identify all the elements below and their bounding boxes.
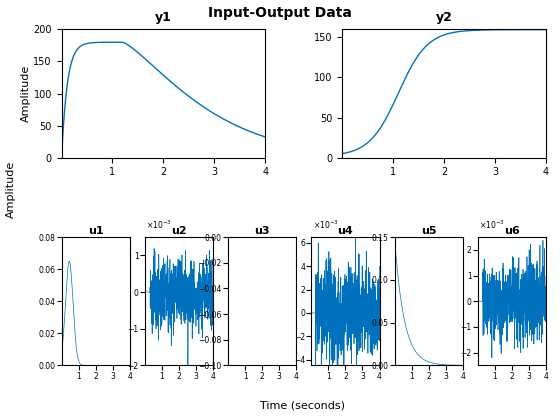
Motorized Camera: [308, 310, 315, 315]
Motorized Camera: [540, 238, 547, 243]
Motorized Camera: [293, 106, 300, 111]
Motorized Camera: [352, 148, 358, 153]
Motorized Camera: [493, 27, 500, 32]
Text: Input-Output Data: Input-Output Data: [208, 6, 352, 20]
Motorized Camera: [188, 96, 195, 101]
Motorized Camera: [515, 27, 521, 32]
Line: Motorized Camera: Motorized Camera: [62, 261, 130, 365]
Motorized Camera: [283, 107, 290, 112]
Motorized Camera: [514, 305, 521, 310]
Motorized Camera: [360, 320, 367, 325]
Motorized Camera: [469, 28, 475, 33]
Motorized Camera: [177, 87, 184, 92]
Motorized Camera: [62, 295, 69, 300]
Motorized Camera: [312, 375, 319, 380]
Motorized Camera: [102, 363, 109, 368]
Motorized Camera: [262, 134, 268, 139]
Motorized Camera: [151, 246, 157, 251]
Motorized Camera: [458, 29, 464, 34]
Motorized Camera: [209, 291, 216, 296]
Motorized Camera: [443, 362, 450, 368]
Title: u3: u3: [254, 226, 270, 236]
Motorized Camera: [184, 363, 191, 368]
Line: Motorized Camera: Motorized Camera: [343, 30, 546, 154]
Motorized Camera: [391, 235, 398, 240]
Motorized Camera: [183, 284, 190, 289]
Motorized Camera: [474, 299, 481, 304]
Motorized Camera: [181, 310, 188, 315]
Motorized Camera: [58, 155, 65, 160]
Motorized Camera: [488, 355, 495, 360]
Title: u6: u6: [504, 226, 520, 236]
Motorized Camera: [146, 290, 152, 295]
Motorized Camera: [367, 350, 374, 355]
Title: u4: u4: [338, 226, 353, 236]
Motorized Camera: [142, 290, 148, 295]
Motorized Camera: [435, 362, 441, 367]
Motorized Camera: [479, 299, 486, 304]
Title: u2: u2: [171, 226, 187, 236]
Motorized Camera: [182, 91, 189, 96]
Y-axis label: Amplitude: Amplitude: [21, 65, 31, 122]
Motorized Camera: [431, 361, 437, 366]
Motorized Camera: [463, 28, 469, 33]
Motorized Camera: [193, 288, 200, 293]
Motorized Camera: [526, 333, 533, 338]
Text: $\times10^{-3}$: $\times10^{-3}$: [479, 218, 505, 231]
Motorized Camera: [117, 363, 124, 368]
Motorized Camera: [98, 363, 105, 368]
Motorized Camera: [516, 339, 522, 344]
Line: Motorized Camera: Motorized Camera: [478, 240, 546, 358]
Motorized Camera: [264, 128, 271, 133]
Motorized Camera: [225, 235, 231, 240]
Motorized Camera: [352, 332, 358, 337]
Motorized Camera: [432, 361, 439, 366]
Line: Motorized Camera: Motorized Camera: [395, 237, 463, 365]
Title: y2: y2: [436, 11, 452, 24]
Motorized Camera: [349, 299, 356, 304]
Title: u5: u5: [421, 226, 436, 236]
Motorized Camera: [312, 310, 319, 315]
Motorized Camera: [348, 321, 354, 326]
Motorized Camera: [100, 363, 106, 368]
Motorized Camera: [200, 286, 207, 291]
Motorized Camera: [229, 235, 236, 240]
Text: $\times10^{-3}$: $\times10^{-3}$: [312, 218, 338, 231]
Motorized Camera: [234, 123, 240, 129]
Motorized Camera: [339, 151, 346, 156]
Text: Amplitude: Amplitude: [6, 160, 16, 218]
Motorized Camera: [71, 52, 77, 58]
Line: Motorized Camera: Motorized Camera: [62, 42, 265, 158]
Line: Motorized Camera: Motorized Camera: [311, 228, 380, 378]
Motorized Camera: [66, 259, 73, 264]
Motorized Camera: [543, 27, 549, 32]
Text: $\times10^{-3}$: $\times10^{-3}$: [146, 218, 172, 231]
Motorized Camera: [185, 280, 192, 285]
Title: u1: u1: [88, 226, 104, 236]
Motorized Camera: [119, 40, 126, 45]
Motorized Camera: [127, 363, 133, 368]
Motorized Camera: [459, 363, 466, 368]
Motorized Camera: [277, 107, 283, 112]
Motorized Camera: [268, 114, 275, 119]
Motorized Camera: [533, 294, 540, 299]
Motorized Camera: [58, 363, 65, 368]
Motorized Camera: [110, 363, 117, 368]
Motorized Camera: [213, 113, 220, 118]
Motorized Camera: [543, 285, 549, 290]
Line: Motorized Camera: Motorized Camera: [145, 249, 213, 365]
Motorized Camera: [376, 264, 383, 269]
Motorized Camera: [352, 226, 359, 231]
Motorized Camera: [395, 281, 402, 286]
Text: Time (seconds): Time (seconds): [260, 400, 345, 410]
Title: y1: y1: [155, 11, 172, 24]
Motorized Camera: [450, 362, 456, 368]
Line: Motorized Camera: Motorized Camera: [228, 109, 296, 237]
Motorized Camera: [518, 322, 525, 327]
Motorized Camera: [266, 120, 273, 125]
